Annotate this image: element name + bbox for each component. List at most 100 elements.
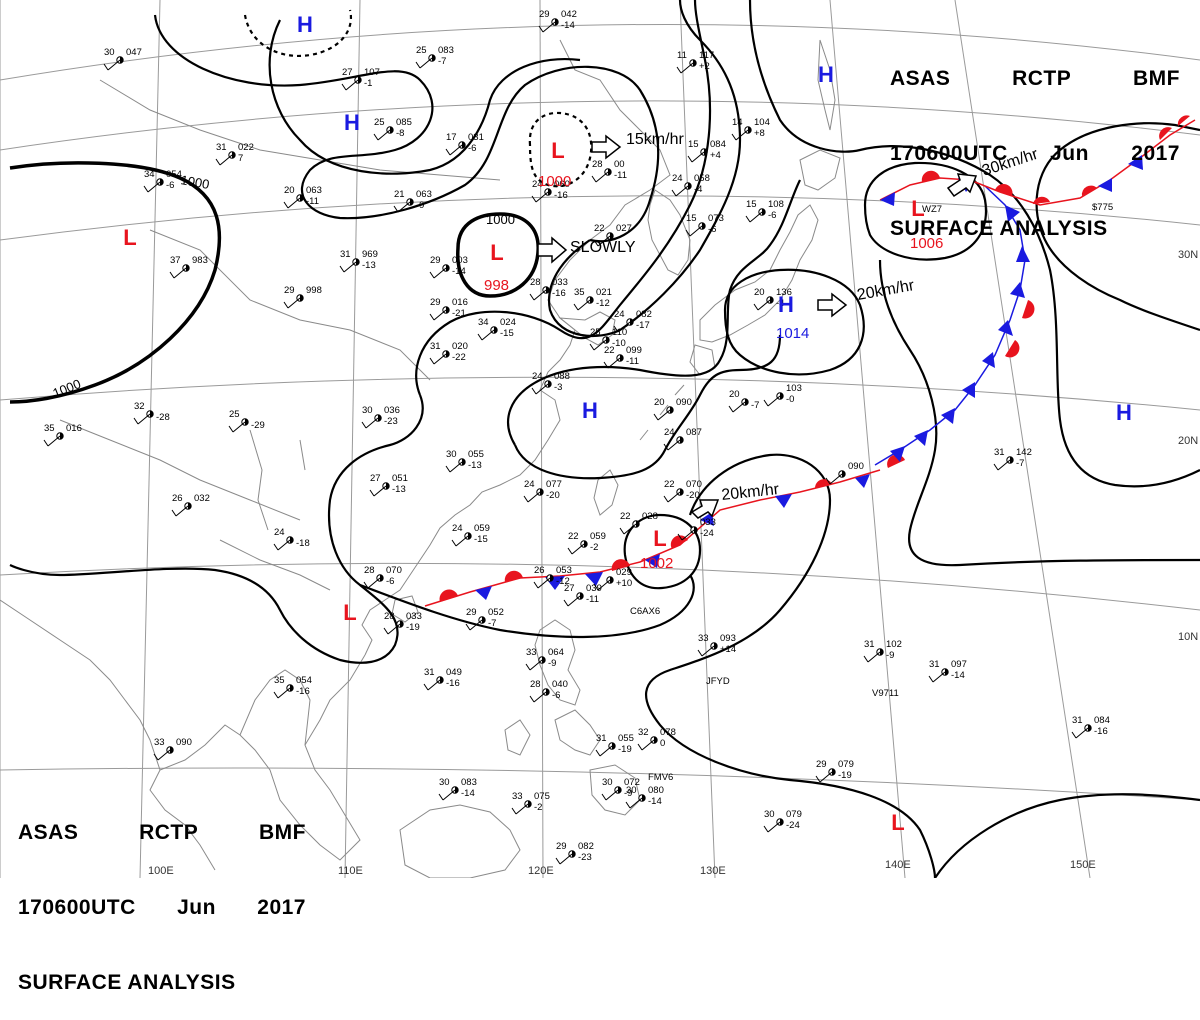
station-tendency: -14 [561, 20, 575, 31]
wind-barb [689, 225, 703, 237]
station-temperature: 30 [602, 777, 613, 788]
low-pressure-center: L [891, 810, 904, 835]
wind-barb [533, 289, 547, 301]
station-pressure: 983 [192, 255, 208, 266]
station-plot: 25 110-10 [589, 327, 627, 351]
station-tendency: -12 [596, 298, 610, 309]
isobar-label: 1000 [486, 212, 515, 227]
isobar [623, 513, 702, 590]
wind-barb-flag [625, 801, 631, 809]
station-plot: 31 142-7 [993, 447, 1032, 471]
title-product: ASAS [18, 821, 79, 844]
title-month: Jun [177, 896, 216, 919]
low-pressure-center: L [911, 196, 924, 221]
station-tendency: +10 [616, 578, 632, 589]
station-plot: 029+10 [593, 567, 632, 591]
station-pressure: 064 [548, 647, 564, 658]
parallel-40n [0, 23, 1200, 81]
station-temperature: 20 [284, 185, 295, 196]
station-tendency: -9 [886, 650, 894, 661]
station-plot: 34 054-6 [143, 169, 182, 193]
wind-barb-flag [697, 649, 703, 657]
station-plot: 29 016-21 [429, 297, 468, 321]
station-temperature: 22 [594, 223, 605, 234]
station-tendency: 0 [660, 738, 665, 749]
wind-barb-flag [601, 793, 607, 801]
station-pressure: 033 [406, 611, 422, 622]
isobar-1000 [9, 161, 222, 404]
lon-label: 150E [1070, 859, 1096, 871]
station-plot: 30 036-23 [361, 405, 400, 429]
wind-barb [535, 383, 549, 395]
wind-barb [433, 267, 447, 279]
wind-barb-flag [529, 293, 535, 301]
station-tendency: -24 [786, 820, 800, 831]
chart-title-bottom: ASAS RCTP BMF 170600UTC Jun 2017 SURFACE… [18, 770, 306, 1020]
station-plot: 17 031-6 [445, 132, 484, 156]
wind-barb [47, 435, 61, 447]
station-temperature: 25 [229, 409, 240, 420]
wind-barb-flag [429, 271, 435, 279]
station-tendency: -24 [700, 528, 714, 539]
station-tendency: -6 [768, 210, 776, 221]
station-tendency: -20 [546, 490, 560, 501]
station-cloud-cover [188, 502, 192, 510]
central-pressure-value: 1000 [538, 173, 571, 190]
station-cloud-cover [455, 786, 459, 794]
high-pressure-center: H [1116, 400, 1132, 425]
wind-barb-flag [445, 465, 451, 473]
station-cloud-cover [748, 126, 752, 134]
station-pressure: 108 [768, 199, 784, 210]
station-cloud-cover [618, 786, 622, 794]
station-pressure: 020 [452, 341, 468, 352]
wind-barb-flag [731, 133, 737, 141]
station-plot: 27 107-1 [341, 67, 380, 91]
station-temperature: 31 [596, 733, 607, 744]
wind-barb-flag [531, 195, 537, 203]
station-tendency: -1 [364, 78, 372, 89]
coast-mindanao [589, 764, 641, 816]
station-tendency: -11 [586, 594, 599, 605]
wind-barb [932, 671, 946, 683]
station-tendency: -9 [416, 200, 424, 211]
wind-barb-flag [415, 61, 421, 69]
station-tendency: -7 [438, 56, 446, 67]
station-temperature: 26 [172, 493, 183, 504]
coastlines [0, 39, 841, 878]
wind-barb-flag [677, 533, 683, 541]
station-temperature: 30 [439, 777, 450, 788]
station-plot: 29 052-7 [465, 607, 504, 631]
wind-barb-flag [383, 627, 389, 635]
station-pressure: 090 [676, 397, 692, 408]
station-tendency: -6 [386, 576, 394, 587]
station-plot: 14 104+8 [731, 117, 770, 141]
station-pressure: 072 [624, 777, 640, 788]
station-pressure: 028 [642, 511, 658, 522]
isobar [863, 161, 988, 261]
station-plot: 24 087 [663, 427, 702, 451]
station-cloud-cover [762, 208, 766, 216]
wind-barb-flag [685, 229, 691, 237]
wind-barb [577, 299, 591, 311]
station-tendency: -23 [384, 416, 398, 427]
station-plot: 29 998 [283, 285, 322, 309]
station-pressure: 078 [660, 727, 676, 738]
wind-barb [597, 579, 611, 591]
wind-barb [767, 395, 781, 407]
coast-japan-hokkaido [799, 149, 841, 191]
wind-barb-flag [169, 271, 175, 279]
wind-barb-flag [687, 155, 693, 163]
wind-barb [373, 485, 387, 497]
station-callsign: V9711 [872, 688, 899, 699]
station-pressure: 087 [686, 427, 702, 438]
border-1 [149, 229, 431, 381]
station-cloud-cover [548, 380, 552, 388]
station-temperature: 33 [154, 737, 165, 748]
station-pressure: 059 [590, 531, 606, 542]
station-plot: 35 054-16 [273, 675, 312, 699]
wind-barb [680, 62, 694, 74]
station-tendency: -16 [552, 288, 566, 299]
wind-barb [343, 261, 357, 273]
station-temperature: 24 [532, 179, 543, 190]
station-plot: V9711 [872, 688, 899, 699]
